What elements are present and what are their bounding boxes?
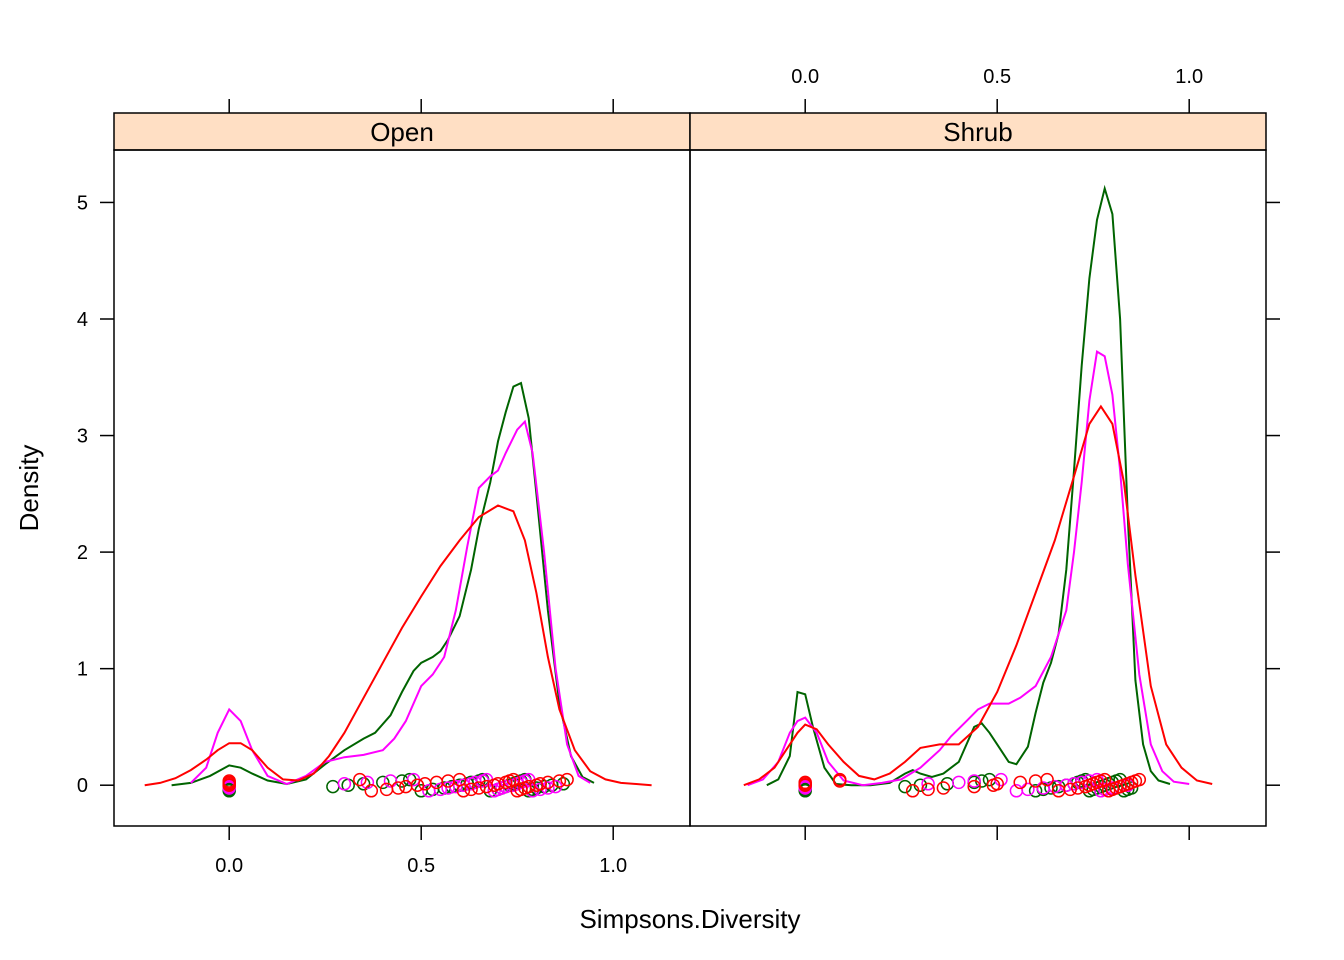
rug-point bbox=[1021, 782, 1035, 797]
y-tick-label: 1 bbox=[77, 659, 88, 681]
x-axis-title: Simpsons.Diversity bbox=[579, 904, 800, 934]
density-line-3 bbox=[743, 404, 1213, 787]
rug-point bbox=[1063, 782, 1077, 797]
strip-label: Open bbox=[370, 117, 434, 147]
rug-point bbox=[552, 774, 567, 788]
rug-point bbox=[326, 779, 340, 794]
panel-open: Open 0.0 0.5 1.0 0 1 2 3 4 5 bbox=[77, 99, 691, 877]
density-line-1 bbox=[766, 184, 1171, 787]
x-tick-label: 1.0 bbox=[599, 855, 627, 877]
panel-border bbox=[689, 149, 1267, 827]
y-tick-label: 2 bbox=[77, 542, 88, 564]
rug-point bbox=[456, 784, 471, 798]
strip-label: Shrub bbox=[943, 117, 1012, 147]
rug-point bbox=[353, 772, 367, 787]
plot-area bbox=[743, 184, 1213, 798]
rug-point bbox=[364, 784, 379, 798]
rug-point bbox=[433, 782, 448, 797]
rug-point bbox=[1013, 775, 1027, 790]
rug-point bbox=[337, 777, 352, 791]
y-tick-label: 0 bbox=[77, 775, 88, 797]
x-tick-label: 1.0 bbox=[1175, 66, 1203, 88]
rug-point bbox=[990, 777, 1004, 791]
rug-point bbox=[1132, 772, 1147, 787]
rug-point bbox=[383, 774, 398, 788]
density-line-1 bbox=[171, 381, 595, 787]
rug-point bbox=[533, 777, 547, 791]
rug-point bbox=[410, 778, 425, 792]
rug-point bbox=[967, 779, 981, 794]
density-line-2 bbox=[190, 419, 591, 786]
rug-point bbox=[936, 781, 951, 795]
rug-point bbox=[560, 772, 574, 787]
rug-point bbox=[967, 774, 981, 788]
panels-layer: Open 0.0 0.5 1.0 0 1 2 3 4 5 Shrub 0.0 0.5 1.0 bbox=[77, 66, 1280, 877]
panel-shrub: Shrub 0.0 0.5 1.0 bbox=[689, 66, 1280, 840]
rug-point bbox=[464, 782, 478, 797]
x-tick-label: 0.5 bbox=[983, 66, 1011, 88]
rug-point bbox=[222, 774, 236, 788]
rug-point bbox=[360, 775, 375, 790]
rug-point bbox=[391, 781, 405, 795]
x-tick-label: 0.5 bbox=[407, 855, 435, 877]
strip-open bbox=[113, 112, 691, 151]
y-tick-label: 3 bbox=[77, 426, 88, 448]
rug-point bbox=[556, 777, 571, 791]
rug-point bbox=[376, 775, 390, 790]
x-tick-label: 0.0 bbox=[215, 855, 243, 877]
y-tick-label: 5 bbox=[77, 192, 88, 214]
rug-point bbox=[1040, 772, 1054, 787]
strip-shrub bbox=[689, 112, 1267, 151]
rug-point bbox=[921, 777, 935, 791]
rug-point bbox=[833, 772, 847, 787]
rug-point bbox=[472, 781, 486, 795]
y-tick-label: 4 bbox=[77, 309, 88, 331]
rug-point bbox=[905, 784, 920, 798]
plot-area bbox=[144, 381, 652, 798]
y-axis-title: Density bbox=[14, 445, 44, 532]
rug-point bbox=[898, 779, 912, 794]
rug-point bbox=[441, 781, 455, 795]
rug-point bbox=[798, 775, 812, 790]
rug-point bbox=[1028, 784, 1043, 798]
density-line-3 bbox=[144, 504, 652, 787]
x-tick-label: 0.0 bbox=[791, 66, 819, 88]
rug-point bbox=[952, 775, 966, 790]
rug-point bbox=[921, 782, 935, 797]
panel-border bbox=[113, 149, 691, 827]
density-line-2 bbox=[747, 349, 1190, 787]
